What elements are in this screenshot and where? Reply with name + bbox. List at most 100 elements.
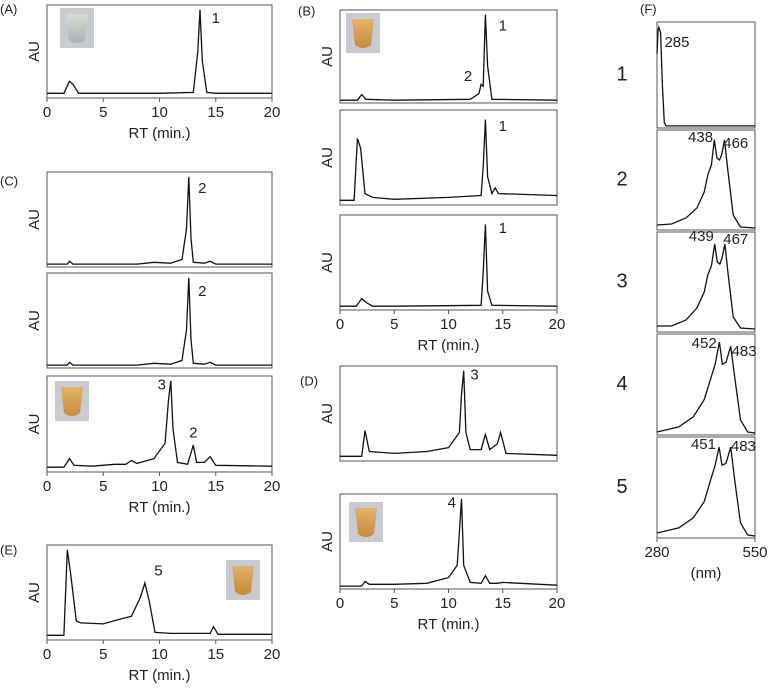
x-tick-label: 0 — [43, 478, 51, 495]
data-line — [47, 9, 272, 94]
peak-label: 285 — [664, 34, 689, 51]
panel-label: (E) — [0, 542, 17, 557]
x-axis-label: RT (min.) — [129, 667, 191, 684]
spectrum-label: 4 — [616, 373, 627, 395]
peak-label: 3 — [158, 377, 166, 394]
plot-frame — [339, 109, 558, 206]
peak-label: 2 — [198, 283, 206, 300]
x-tick-label: 5 — [99, 104, 107, 121]
plot-frame — [46, 272, 273, 369]
x-tick-label: 10 — [440, 316, 457, 333]
data-line — [656, 446, 756, 537]
data-line — [656, 139, 756, 229]
x-axis-label: RT (min.) — [129, 499, 191, 516]
data-line — [47, 176, 272, 265]
y-axis-label: AU — [26, 310, 43, 331]
y-axis-label: AU — [319, 403, 336, 424]
data-line — [47, 549, 272, 636]
peak-label: 439 — [689, 228, 714, 245]
x-tick-label: 15 — [207, 478, 224, 495]
y-axis-label: AU — [26, 582, 43, 603]
peak-label: 5 — [154, 563, 162, 580]
spectrum-label: 3 — [616, 270, 627, 292]
plot-frame — [656, 436, 756, 539]
y-axis-label: AU — [319, 252, 336, 273]
plot-frame — [339, 9, 558, 104]
y-axis-label: AU — [319, 46, 336, 67]
panel-label: (D) — [300, 373, 318, 388]
x-tick-label: 15 — [494, 316, 511, 333]
x-axis-label: RT (min.) — [129, 125, 191, 142]
peak-label: 467 — [723, 231, 748, 248]
data-line — [340, 119, 558, 201]
data-line — [47, 380, 273, 468]
spectrum-label: 1 — [616, 63, 627, 85]
x-tick-label: 5 — [99, 646, 107, 663]
peak-label: 451 — [691, 436, 716, 453]
peak-label: 1 — [499, 118, 507, 135]
plot-frame — [656, 129, 756, 231]
y-axis-label: AU — [319, 531, 336, 552]
plot-frame — [339, 214, 558, 311]
peak-label: 3 — [470, 366, 478, 383]
data-line — [340, 370, 558, 457]
peak-label: 1 — [499, 220, 507, 237]
peak-label: 466 — [723, 135, 748, 152]
peak-label: 2 — [464, 68, 472, 85]
x-tick-label: 10 — [151, 646, 168, 663]
panel-label: (B) — [298, 3, 315, 18]
x-tick-label: 20 — [549, 595, 566, 612]
plot-frame — [339, 365, 558, 462]
data-line — [340, 224, 558, 307]
y-axis-label: AU — [319, 147, 336, 168]
x-tick-label: 20 — [264, 646, 281, 663]
data-line — [656, 24, 755, 127]
x-tick-label: 0 — [43, 646, 51, 663]
x-tick-label: 10 — [151, 104, 168, 121]
x-tick-label: 0 — [43, 104, 51, 121]
x-tick-label: 5 — [390, 595, 398, 612]
data-line — [47, 277, 272, 366]
x-tick-label: 0 — [336, 316, 344, 333]
plot-frame — [656, 333, 756, 436]
peak-label: 452 — [692, 335, 717, 352]
x-tick-label: 20 — [549, 316, 566, 333]
peak-label: 2 — [189, 425, 197, 442]
x-tick-label: 5 — [99, 478, 107, 495]
peak-label: 2 — [198, 180, 206, 197]
x-tick-label: 15 — [207, 104, 224, 121]
peak-label: 483 — [732, 343, 757, 360]
x-tick-label: 10 — [151, 478, 168, 495]
peak-label: 438 — [688, 129, 713, 146]
x-tick-label: 20 — [264, 104, 281, 121]
y-axis-label: AU — [26, 414, 43, 435]
x-axis-label: (nm) — [691, 565, 722, 582]
x-tick-label: 15 — [494, 595, 511, 612]
spectrum-label: 2 — [616, 168, 627, 190]
x-tick-label: 20 — [264, 478, 281, 495]
data-line — [656, 341, 756, 434]
peak-label: 1 — [499, 18, 507, 35]
plot-frame — [46, 171, 273, 268]
x-tick-label: 15 — [207, 646, 224, 663]
x-tick-label: 550 — [742, 544, 767, 561]
panel-label: (A) — [0, 1, 17, 16]
x-tick-label: 0 — [336, 595, 344, 612]
x-tick-label: 10 — [440, 595, 457, 612]
sample-photos — [55, 8, 383, 600]
peak-label: 4 — [448, 494, 456, 511]
plot-frame — [656, 21, 756, 129]
y-axis-label: AU — [26, 209, 43, 230]
y-axis-label: AU — [26, 41, 43, 62]
peak-label: 483 — [731, 438, 756, 455]
peak-label: 1 — [212, 10, 220, 27]
data-line — [657, 243, 756, 330]
panel-label: (F) — [640, 1, 657, 16]
data-line — [340, 14, 558, 101]
x-tick-label: 280 — [644, 544, 669, 561]
data-line — [340, 498, 558, 587]
plot-frame — [656, 231, 756, 333]
spectrum-label: 5 — [616, 476, 627, 498]
panel-label: (C) — [0, 173, 18, 188]
